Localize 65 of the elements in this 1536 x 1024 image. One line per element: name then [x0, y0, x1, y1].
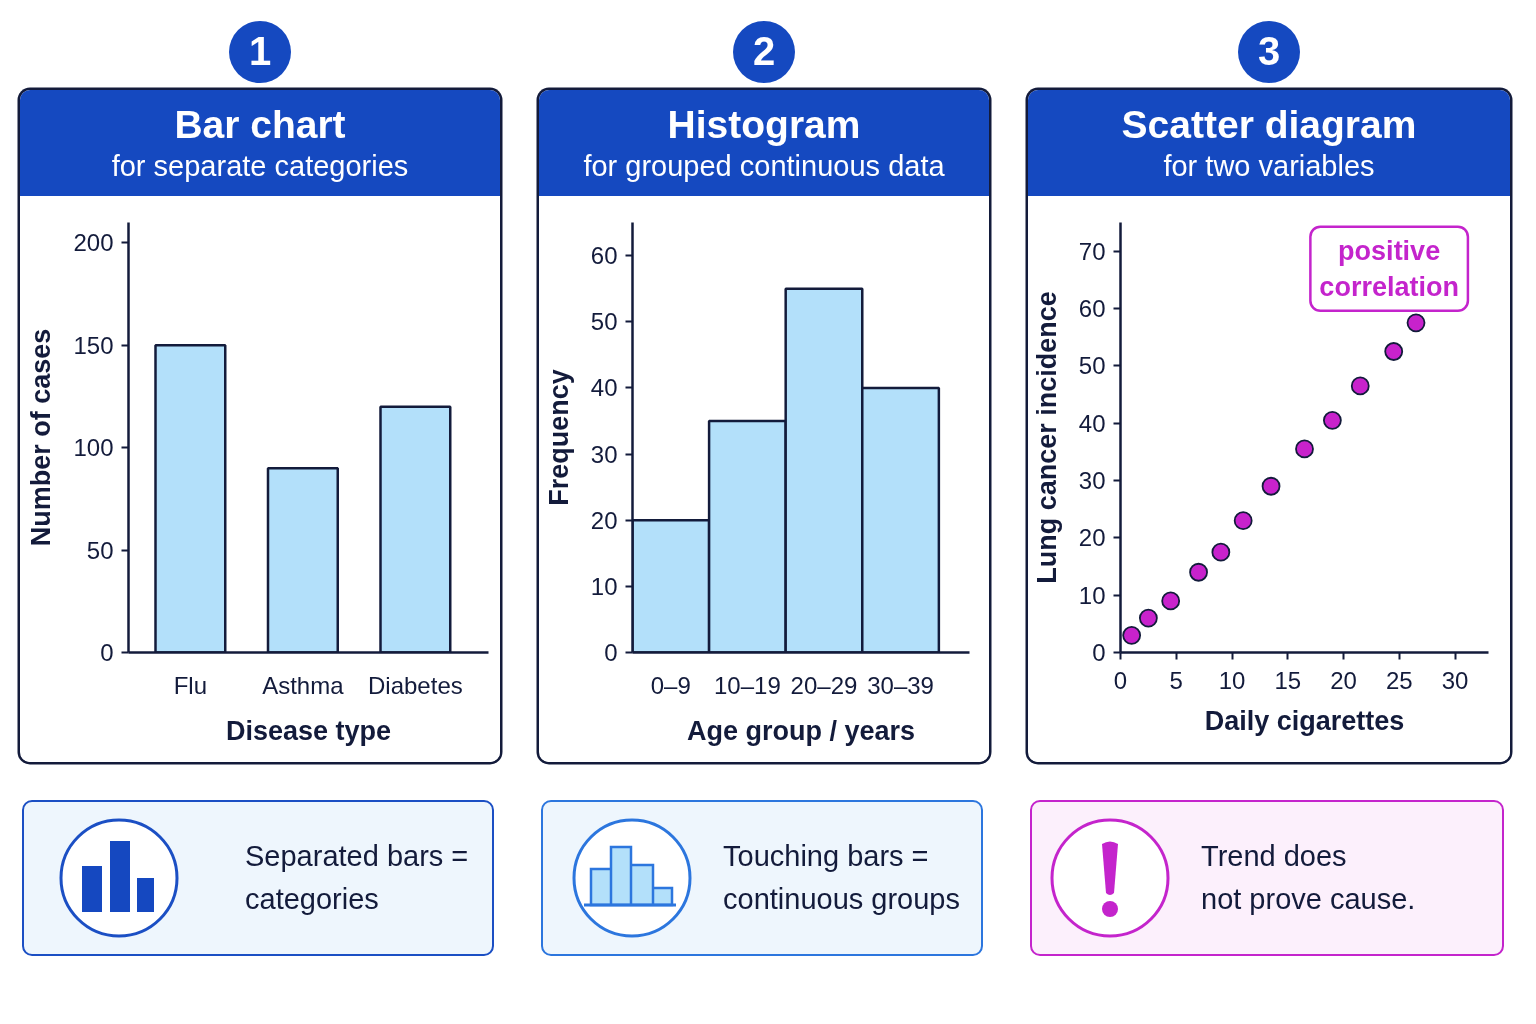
- chart-title: Bar chart: [174, 102, 346, 148]
- y-tick-label: 30: [1078, 467, 1106, 494]
- text: 2: [733, 21, 795, 83]
- x-tick-label: 20: [1330, 666, 1357, 694]
- y-tick-label: 10: [590, 572, 618, 600]
- point: [1211, 542, 1231, 562]
- y-tick-label: 20: [590, 506, 618, 534]
- point: [1384, 342, 1404, 361]
- text: Touching bars = continuous groups: [723, 839, 960, 917]
- point: [1406, 313, 1426, 333]
- text: Separated bars = categories: [245, 839, 469, 917]
- point: [1322, 410, 1342, 430]
- x-tick-label: 0: [1113, 666, 1128, 694]
- x-tick-label: 0–9: [650, 671, 691, 699]
- point: [1350, 376, 1370, 396]
- text: Trend does not prove cause.: [1201, 839, 1416, 917]
- y-tick-label: 70: [1078, 237, 1106, 265]
- x-axis-title: Age group / years: [686, 715, 916, 746]
- text: 3: [1238, 21, 1300, 83]
- y-axis-title: Frequency: [543, 369, 574, 506]
- y-tick-label: 40: [1078, 409, 1106, 437]
- annotation: positive correlation: [1319, 235, 1459, 302]
- x-tick-label: 30: [1441, 666, 1469, 694]
- text: 1: [229, 21, 291, 83]
- chart-subtitle: for grouped continuous data: [583, 149, 945, 184]
- x-tick-label: 20–29: [790, 671, 858, 699]
- y-tick-label: 10: [1078, 581, 1106, 609]
- y-tick-label: 40: [590, 374, 618, 402]
- point: [1261, 476, 1281, 496]
- y-tick-label: 200: [73, 229, 114, 257]
- point: [1122, 625, 1142, 645]
- y-tick-label: 150: [73, 331, 114, 359]
- chart-subtitle: for separate categories: [111, 149, 409, 184]
- y-tick-label: 50: [1078, 352, 1106, 380]
- y-tick-label: 50: [86, 536, 114, 564]
- x-axis-title: Disease type: [225, 715, 392, 746]
- x-tick-label: 10–19: [714, 671, 781, 699]
- point: [1295, 439, 1314, 459]
- chart-subtitle: for two variables: [1163, 149, 1375, 184]
- point: [1233, 511, 1253, 531]
- y-axis-title: Number of cases: [26, 328, 57, 547]
- y-tick-label: 60: [1078, 295, 1106, 322]
- x-axis-title: Daily cigarettes: [1204, 705, 1405, 736]
- y-tick-label: 0: [604, 639, 618, 666]
- x-tick-label: 15: [1274, 666, 1302, 694]
- y-tick-label: 50: [590, 308, 618, 336]
- point: [1161, 591, 1181, 611]
- y-tick-label: 0: [100, 639, 114, 666]
- y-tick-label: 60: [590, 242, 618, 270]
- x-tick-label: 30–39: [867, 671, 934, 699]
- chart-title: Histogram: [667, 102, 861, 148]
- x-tick-label: 10: [1218, 666, 1246, 694]
- y-axis-title: Lung cancer incidence: [1031, 291, 1062, 584]
- point: [1189, 562, 1208, 582]
- x-tick-label: Asthma: [262, 671, 345, 699]
- y-tick-label: 0: [1092, 639, 1106, 666]
- y-tick-label: 20: [1078, 524, 1106, 552]
- point: [1138, 608, 1158, 628]
- x-tick-label: 5: [1169, 666, 1183, 694]
- chart-title: Scatter diagram: [1121, 102, 1417, 148]
- x-tick-label: Flu: [173, 671, 208, 699]
- x-tick-label: Diabetes: [368, 671, 463, 699]
- y-tick-label: 100: [73, 434, 114, 462]
- y-tick-label: 30: [590, 440, 618, 468]
- x-tick-label: 25: [1385, 666, 1413, 694]
